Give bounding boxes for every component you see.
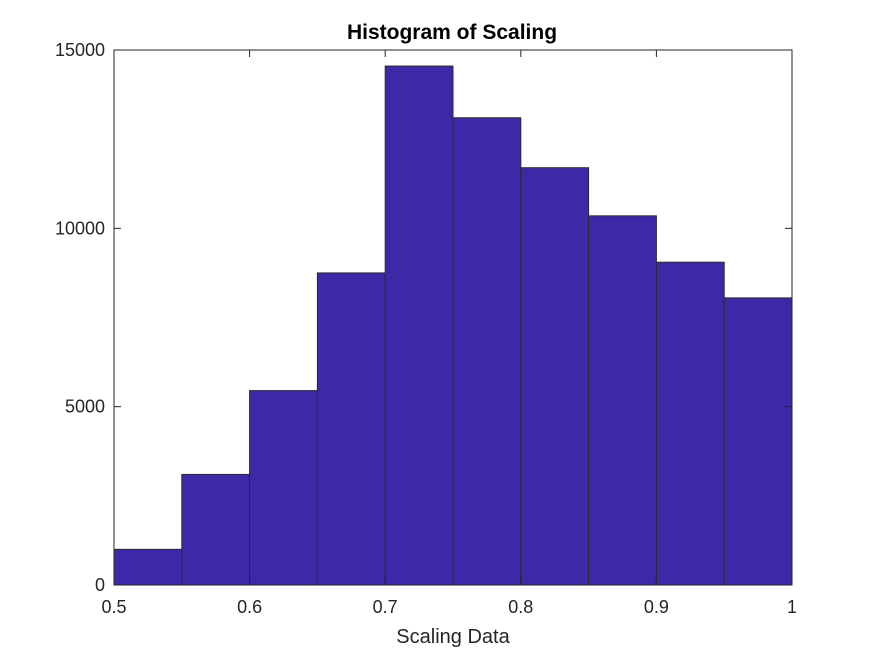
histogram-bar-1 xyxy=(113,548,183,586)
bars-group xyxy=(113,65,793,586)
x-tick-label: 1 xyxy=(787,597,797,617)
x-axis-label: Scaling Data xyxy=(396,626,510,648)
y-axis-ticks: 0 5000 10000 15000 xyxy=(55,40,792,595)
histogram-bar-4 xyxy=(316,272,386,586)
histogram-bar-3 xyxy=(249,390,318,586)
y-tick-label: 15000 xyxy=(55,40,105,60)
histogram-bar-2 xyxy=(181,473,251,586)
y-tick-label: 10000 xyxy=(55,218,105,238)
histogram-bar-7 xyxy=(520,167,590,586)
chart-title: Histogram of Scaling xyxy=(347,21,557,44)
y-tick-label: 5000 xyxy=(65,397,105,417)
x-axis-ticks: 0.5 0.6 0.7 0.8 0.9 1 xyxy=(101,50,797,617)
x-tick-label: 0.7 xyxy=(373,597,398,617)
histogram-bar-10 xyxy=(723,297,793,586)
histogram-bar-9 xyxy=(655,261,725,586)
x-tick-label: 0.8 xyxy=(508,597,533,617)
x-tick-label: 0.5 xyxy=(101,597,126,617)
histogram-bar-5 xyxy=(384,65,454,586)
histogram-bar-6 xyxy=(452,117,522,586)
y-tick-label: 0 xyxy=(95,575,105,595)
x-tick-label: 0.9 xyxy=(644,597,669,617)
histogram-bar-8 xyxy=(588,215,657,586)
plot-box xyxy=(113,49,793,586)
x-tick-label: 0.6 xyxy=(237,597,262,617)
